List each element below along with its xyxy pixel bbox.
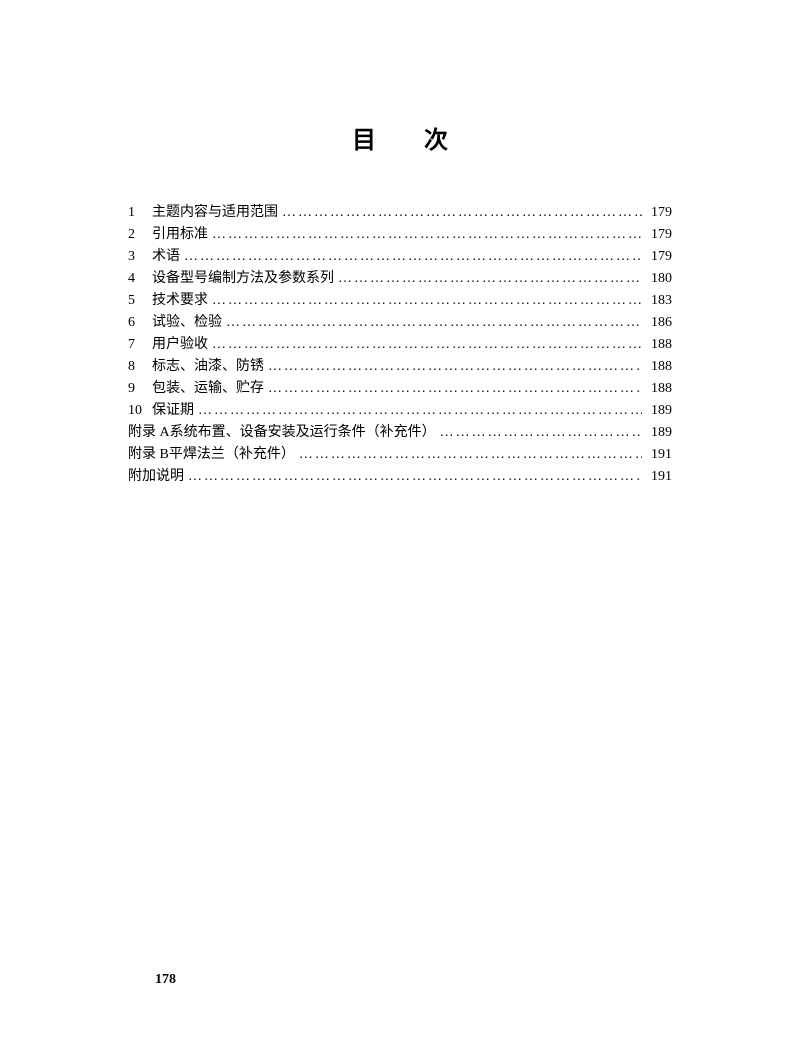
toc-number: 9 [128, 379, 152, 399]
toc-item: 10 保证期 ………………………………………………………………………………………… [128, 401, 672, 421]
toc-item: 1 主题内容与适用范围 …………………………………………………………………………… [128, 203, 672, 223]
toc-dots: …………………………………………………………………………………………………………… [278, 203, 642, 223]
toc-page: 183 [642, 291, 672, 311]
toc-number: 8 [128, 357, 152, 377]
toc-label: 保证期 [152, 401, 194, 421]
toc-page: 180 [642, 269, 672, 289]
toc-item: 7 用户验收 ………………………………………………………………………………………… [128, 335, 672, 355]
toc-dots: …………………………………………………………………………………………………………… [194, 401, 642, 421]
toc-page: 188 [642, 357, 672, 377]
toc-item: 附录 B 平焊法兰（补充件） …………………………………………………………………… [128, 445, 672, 465]
toc-number: 附录 A [128, 423, 170, 443]
toc-item: 附加说明 ……………………………………………………………………………………………… [128, 467, 672, 487]
toc-label: 主题内容与适用范围 [152, 203, 278, 223]
toc-label: 技术要求 [152, 291, 208, 311]
toc-number: 5 [128, 291, 152, 311]
toc-dots: …………………………………………………………………………………………………………… [436, 423, 642, 443]
toc-dots: …………………………………………………………………………………………………………… [184, 467, 642, 487]
page-container: 目次 1 主题内容与适用范围 …………………………………………………………………… [0, 0, 800, 487]
toc-label: 试验、检验 [152, 313, 222, 333]
toc-dots: …………………………………………………………………………………………………………… [222, 313, 642, 333]
toc-label: 用户验收 [152, 335, 208, 355]
toc-label: 术语 [152, 247, 180, 267]
toc-dots: …………………………………………………………………………………………………………… [264, 357, 642, 377]
toc-dots: …………………………………………………………………………………………………………… [264, 379, 642, 399]
toc-label: 包装、运输、贮存 [152, 379, 264, 399]
toc-title: 目次 [128, 120, 672, 155]
toc-label: 平焊法兰（补充件） [169, 445, 295, 465]
toc-page: 179 [642, 203, 672, 223]
toc-page: 188 [642, 379, 672, 399]
toc-number: 2 [128, 225, 152, 245]
toc-number: 4 [128, 269, 152, 289]
toc-page: 179 [642, 225, 672, 245]
toc-list: 1 主题内容与适用范围 …………………………………………………………………………… [128, 203, 672, 487]
toc-page: 189 [642, 423, 672, 443]
toc-item: 5 技术要求 ………………………………………………………………………………………… [128, 291, 672, 311]
toc-page: 179 [642, 247, 672, 267]
toc-dots: …………………………………………………………………………………………………………… [334, 269, 642, 289]
toc-number: 附录 B [128, 445, 169, 465]
toc-page: 191 [642, 467, 672, 487]
toc-number: 7 [128, 335, 152, 355]
toc-dots: …………………………………………………………………………………………………………… [180, 247, 642, 267]
page-number: 178 [155, 972, 176, 988]
toc-item: 9 包装、运输、贮存 ……………………………………………………………………………… [128, 379, 672, 399]
toc-label: 引用标准 [152, 225, 208, 245]
toc-label: 标志、油漆、防锈 [152, 357, 264, 377]
toc-page: 186 [642, 313, 672, 333]
toc-page: 189 [642, 401, 672, 421]
toc-item: 3 术语 ……………………………………………………………………………………………… [128, 247, 672, 267]
toc-dots: …………………………………………………………………………………………………………… [208, 335, 642, 355]
toc-dots: …………………………………………………………………………………………………………… [295, 445, 642, 465]
toc-item: 8 标志、油漆、防锈 ……………………………………………………………………………… [128, 357, 672, 377]
toc-item: 2 引用标准 ………………………………………………………………………………………… [128, 225, 672, 245]
toc-item: 6 试验、检验 ……………………………………………………………………………………… [128, 313, 672, 333]
toc-number: 6 [128, 313, 152, 333]
toc-item: 4 设备型号编制方法及参数系列 ………………………………………………………………… [128, 269, 672, 289]
toc-label: 附加说明 [128, 467, 184, 487]
toc-number: 1 [128, 203, 152, 223]
toc-dots: …………………………………………………………………………………………………………… [208, 225, 642, 245]
toc-page: 191 [642, 445, 672, 465]
toc-number: 10 [128, 401, 152, 421]
toc-label: 系统布置、设备安装及运行条件（补充件） [170, 423, 436, 443]
toc-item: 附录 A 系统布置、设备安装及运行条件（补充件） ………………………………………… [128, 423, 672, 443]
toc-dots: …………………………………………………………………………………………………………… [208, 291, 642, 311]
toc-number: 3 [128, 247, 152, 267]
toc-label: 设备型号编制方法及参数系列 [152, 269, 334, 289]
toc-page: 188 [642, 335, 672, 355]
